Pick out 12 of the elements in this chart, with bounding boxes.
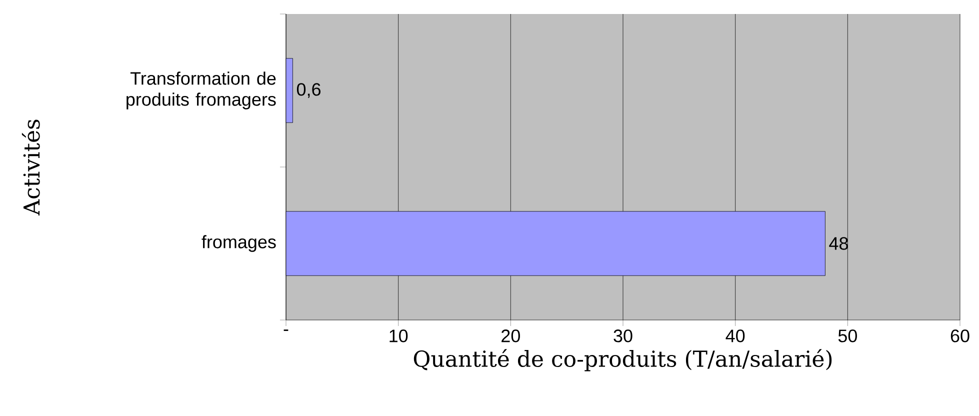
- x-axis-title: Quantité de co-produits (T/an/salarié): [414, 349, 832, 372]
- y-tick-label: fromages: [202, 235, 276, 252]
- y-axis-title: Activités: [22, 120, 40, 216]
- x-tick-label: 20: [502, 330, 520, 342]
- x-tick-label: 60: [950, 330, 970, 342]
- data-label: 0,6: [296, 83, 320, 98]
- y-tick-label: Transformation de produits fromagers: [126, 72, 276, 110]
- x-tick-label: 50: [838, 330, 857, 342]
- x-tick-label: -: [284, 330, 288, 331]
- x-tick-label: 10: [390, 330, 408, 342]
- x-tick-label: 30: [614, 330, 632, 342]
- x-tick-label: 40: [726, 330, 745, 342]
